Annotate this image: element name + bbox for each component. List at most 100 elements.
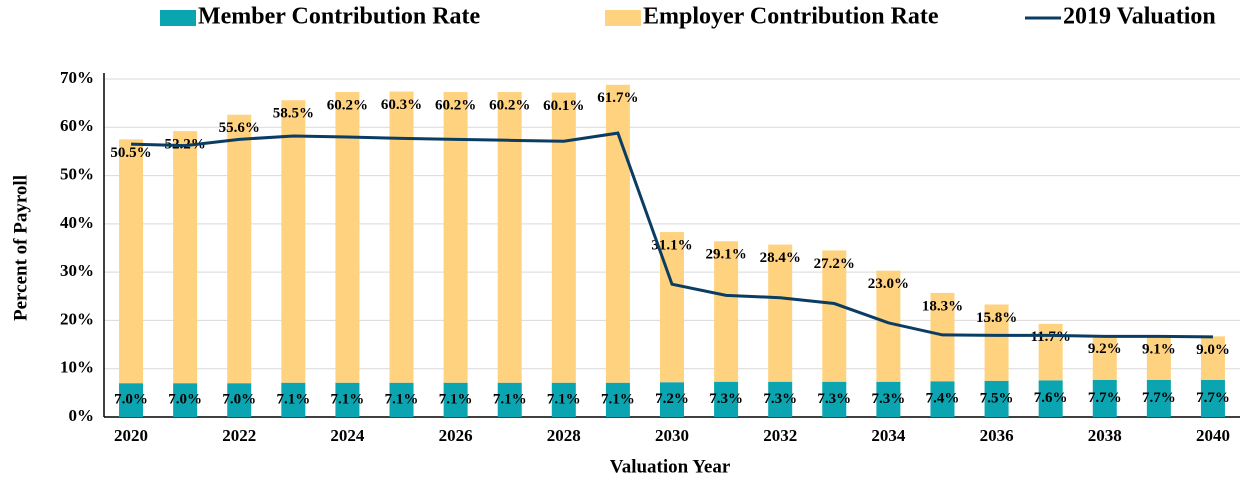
bar: [768, 381, 793, 417]
value-label: 31.1%: [651, 238, 692, 254]
y-tick-label: 60%: [60, 116, 94, 135]
value-label: 7.2%: [655, 391, 689, 407]
x-tick-label: 2024: [330, 426, 365, 445]
value-label: 60.2%: [327, 97, 368, 113]
bar: [605, 382, 630, 417]
value-label: 7.1%: [547, 391, 581, 407]
legend-label: Member Contribution Rate: [198, 4, 481, 30]
x-tick-label: 2036: [980, 426, 1014, 445]
y-tick-label: 50%: [60, 164, 94, 183]
bar: [119, 383, 144, 417]
bar: [281, 382, 306, 417]
value-label: 18.3%: [922, 298, 963, 314]
value-label: 7.3%: [817, 391, 851, 407]
x-tick-label: 2030: [655, 426, 689, 445]
x-tick-label: 2022: [222, 426, 256, 445]
value-label: 7.1%: [331, 391, 365, 407]
bar: [876, 270, 901, 382]
value-label: 50.5%: [110, 145, 151, 161]
bar: [1146, 379, 1171, 417]
line: [131, 131, 1213, 339]
value-label: 28.4%: [760, 250, 801, 266]
y-tick-label: 0%: [69, 406, 95, 425]
bar: [497, 382, 522, 417]
value-label: 58.5%: [273, 106, 314, 122]
bar: [551, 92, 576, 383]
bar: [1200, 336, 1225, 380]
bar: [1092, 335, 1117, 380]
value-label: 7.3%: [763, 391, 797, 407]
y-tick-label: 70%: [60, 68, 94, 87]
x-tick-label: 2034: [871, 426, 906, 445]
y-tick-label: 40%: [60, 213, 94, 232]
value-label: 7.0%: [114, 392, 148, 408]
bar: [714, 381, 739, 417]
value-label: 60.2%: [489, 97, 530, 113]
x-tick-label: 2026: [439, 426, 473, 445]
legend-swatch: [160, 10, 196, 26]
bar: [660, 382, 684, 417]
bar: [714, 241, 739, 382]
value-label: 7.4%: [926, 391, 960, 407]
x-tick-label: 2020: [114, 426, 148, 445]
value-label: 7.0%: [222, 392, 256, 408]
y-tick-label: 30%: [60, 261, 94, 280]
bar: [930, 381, 955, 417]
y-tick-label: 20%: [60, 309, 94, 328]
bar: [119, 139, 144, 384]
bar: [822, 250, 847, 382]
value-label: 7.1%: [276, 391, 310, 407]
bar: [227, 114, 252, 384]
value-label: 7.6%: [1034, 390, 1068, 406]
x-tick-label: 2038: [1088, 426, 1122, 445]
bar: [389, 382, 414, 417]
bar: [443, 92, 468, 383]
bar: [660, 232, 684, 383]
x-tick-label: 2032: [763, 426, 797, 445]
bar: [1038, 323, 1063, 381]
value-label: 7.1%: [385, 391, 419, 407]
bar: [984, 380, 1009, 417]
value-label: 60.3%: [381, 97, 422, 113]
bar: [605, 84, 630, 383]
value-label: 27.2%: [814, 256, 855, 272]
value-label: 7.5%: [980, 390, 1014, 406]
legend-swatch: [605, 10, 641, 26]
bar: [551, 382, 576, 417]
bar: [389, 91, 414, 383]
value-label: 15.8%: [976, 310, 1017, 326]
value-label: 7.1%: [601, 391, 635, 407]
bar: [930, 292, 955, 382]
bar: [335, 382, 360, 417]
bar: [497, 92, 522, 383]
bar: [173, 383, 198, 417]
value-label: 60.1%: [543, 98, 584, 114]
value-label: 55.6%: [219, 120, 260, 136]
value-label: 60.2%: [435, 97, 476, 113]
bar: [443, 382, 468, 417]
value-label: 61.7%: [597, 90, 638, 106]
bar: [876, 381, 901, 417]
legend-label: 2019 Valuation: [1063, 4, 1216, 30]
bar: [1038, 380, 1063, 417]
bar: [1146, 335, 1171, 380]
value-label: 7.0%: [168, 392, 202, 408]
legend-label: Employer Contribution Rate: [643, 4, 939, 30]
value-label: 7.1%: [439, 391, 473, 407]
x-tick-label: 2040: [1196, 426, 1230, 445]
value-label: 7.7%: [1142, 390, 1176, 406]
bar: [984, 304, 1009, 381]
bar: [335, 92, 360, 383]
value-label: 9.2%: [1088, 341, 1122, 357]
value-label: 7.1%: [493, 391, 527, 407]
bar: [1200, 379, 1225, 417]
value-label: 29.1%: [705, 247, 746, 263]
value-label: 11.7%: [1030, 329, 1070, 345]
value-label: 7.7%: [1196, 390, 1230, 406]
bar: [281, 100, 306, 383]
bar: [768, 244, 793, 382]
value-label: 7.3%: [872, 391, 906, 407]
x-axis-title: Valuation Year: [610, 456, 731, 477]
